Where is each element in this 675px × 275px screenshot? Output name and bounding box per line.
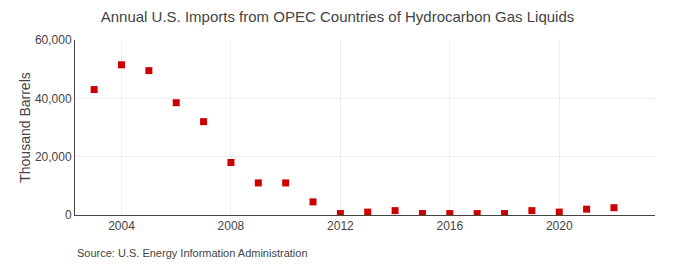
svg-text:2012: 2012	[327, 219, 354, 233]
svg-text:20,000: 20,000	[35, 150, 72, 164]
svg-text:2020: 2020	[546, 219, 573, 233]
svg-text:Source: U.S. Energy Informatio: Source: U.S. Energy Information Administ…	[77, 247, 308, 259]
svg-text:0: 0	[65, 208, 72, 222]
svg-text:Thousand Barrels: Thousand Barrels	[17, 72, 33, 183]
svg-text:2016: 2016	[436, 219, 463, 233]
svg-text:60,000: 60,000	[35, 33, 72, 47]
svg-text:2004: 2004	[108, 219, 135, 233]
svg-text:40,000: 40,000	[35, 92, 72, 106]
svg-text:Annual U.S. Imports from OPEC: Annual U.S. Imports from OPEC Countries …	[101, 8, 575, 25]
svg-text:2008: 2008	[218, 219, 245, 233]
